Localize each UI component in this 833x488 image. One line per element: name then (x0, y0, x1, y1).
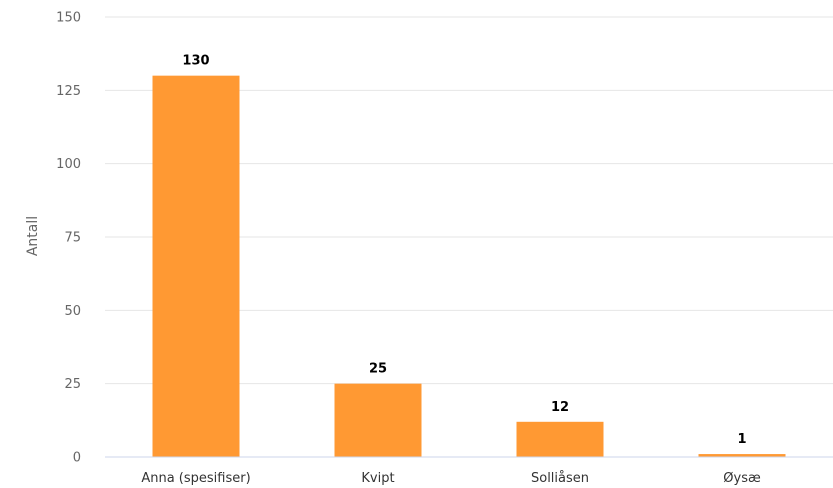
bar[interactable] (516, 421, 604, 457)
y-tick-label: 150 (56, 11, 81, 26)
y-tick-label: 75 (64, 231, 81, 246)
x-tick-label: Kvipt (361, 471, 394, 486)
x-tick-label: Solliåsen (531, 471, 589, 486)
x-tick-label: Anna (spesifiser) (141, 471, 250, 486)
bar[interactable] (152, 75, 240, 458)
y-axis-label: Antall (25, 216, 41, 256)
data-labels: 130 25 12 1 (182, 54, 746, 447)
data-label: 25 (369, 362, 387, 377)
data-label: 130 (182, 54, 209, 69)
bar[interactable] (334, 383, 422, 457)
data-label: 12 (551, 400, 569, 415)
y-tick-label: 50 (64, 304, 81, 319)
x-axis-ticks: Anna (spesifiser) Kvipt Solliåsen Øysæ (141, 471, 761, 486)
bars (152, 75, 786, 458)
y-tick-label: 0 (73, 451, 81, 466)
bar[interactable] (698, 454, 786, 457)
y-tick-label: 125 (56, 84, 81, 99)
y-tick-label: 100 (56, 157, 81, 172)
x-tick-label: Øysæ (723, 471, 761, 486)
y-axis-ticks: 0 25 50 75 100 125 150 (56, 11, 81, 466)
y-tick-label: 25 (64, 377, 81, 392)
data-label: 1 (737, 432, 746, 447)
